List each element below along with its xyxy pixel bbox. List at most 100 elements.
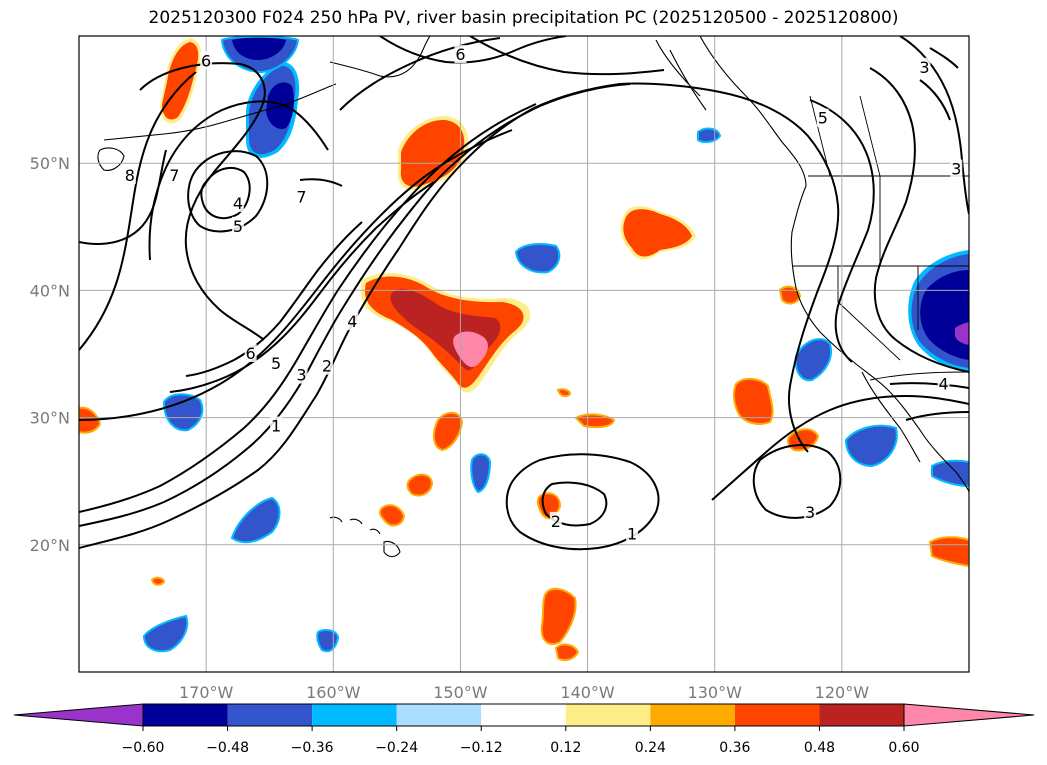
pv-contour-5 bbox=[169, 181, 435, 393]
latitude-axis: 20°N 30°N 40°N 50°N bbox=[30, 154, 70, 555]
precip-positive-small-2 bbox=[406, 473, 434, 497]
pv-contour-ne-corner bbox=[919, 47, 959, 121]
pv-label-halo bbox=[454, 45, 467, 64]
coastline-north-america bbox=[699, 36, 969, 493]
pv-contour-label: 1 bbox=[271, 417, 281, 436]
border-layer bbox=[792, 95, 969, 381]
precip-positive-small-13 bbox=[150, 576, 166, 586]
pv-contour-label: 3 bbox=[951, 160, 961, 179]
coastline-st-lawrence bbox=[97, 147, 125, 171]
plot-frame bbox=[78, 35, 970, 673]
precip-positive-small-5 bbox=[540, 587, 577, 645]
pv-label-halo bbox=[168, 165, 181, 184]
lon-tick-label: 160°W bbox=[306, 683, 361, 702]
pv-contour-west-1 bbox=[79, 71, 197, 351]
pv-contour-label: 1 bbox=[627, 525, 637, 544]
coastline-baja bbox=[861, 371, 921, 463]
pv-contour-label: 4 bbox=[938, 375, 948, 394]
pv-contour-label: 7 bbox=[296, 188, 306, 207]
pv-contour-east-south-2 bbox=[905, 411, 969, 421]
precip-positive-small-9 bbox=[778, 285, 802, 305]
colorbar-extend-high bbox=[903, 703, 1035, 727]
lat-tick-label: 20°N bbox=[30, 536, 70, 555]
pv-label-halo bbox=[244, 344, 257, 362]
colorbar-tick-label: 0.36 bbox=[719, 740, 750, 756]
colorbar-segment bbox=[143, 704, 228, 726]
precip-negative-north-dark bbox=[232, 37, 286, 60]
pv-contour-north-top bbox=[379, 36, 567, 64]
colorbar-tick-label: −0.36 bbox=[291, 740, 334, 756]
pv-contour-label: 3 bbox=[296, 366, 306, 385]
pv-contour-layer bbox=[79, 36, 969, 551]
precip-positive-ne-red bbox=[623, 209, 692, 257]
colorbar-frame bbox=[142, 703, 905, 727]
pv-label-halo bbox=[918, 57, 931, 76]
precip-positive-central-pink bbox=[453, 331, 488, 368]
pv-contour-label: 8 bbox=[125, 166, 135, 185]
pv-contour-3-loop bbox=[752, 444, 842, 519]
precip-negative-small-3 bbox=[230, 496, 281, 544]
precip-positive-north-red bbox=[400, 119, 465, 187]
pv-contour-label: 6 bbox=[201, 51, 211, 70]
pv-contour-label: 5 bbox=[818, 109, 828, 128]
pv-label-halo bbox=[123, 165, 136, 184]
pv-contour-label: 6 bbox=[455, 45, 465, 64]
pv-contour-alaska bbox=[469, 36, 665, 76]
pv-contour-label: 6 bbox=[246, 344, 256, 363]
pv-label-halo bbox=[270, 354, 283, 373]
lat-tick-label: 40°N bbox=[30, 281, 70, 300]
coastline-hawaii bbox=[329, 516, 401, 558]
pv-label-halo bbox=[549, 511, 562, 530]
precip-positive-small-14 bbox=[556, 388, 572, 398]
pv-contour-north-arc bbox=[339, 37, 501, 111]
gridlines bbox=[79, 36, 969, 672]
pv-contour-2 bbox=[79, 83, 631, 527]
pv-contour-label: 2 bbox=[551, 512, 561, 531]
pv-contour-label: 4 bbox=[347, 312, 357, 331]
coastline-layer bbox=[97, 36, 969, 558]
colorbar-tick-label: 0.48 bbox=[804, 740, 835, 756]
plot-area bbox=[79, 36, 969, 672]
colorbar-tick-label: −0.24 bbox=[375, 740, 418, 756]
pv-contour-4 bbox=[79, 129, 513, 421]
coastline-alaska-west bbox=[329, 36, 431, 78]
pv-label-halo bbox=[816, 108, 829, 127]
pv-label-halo bbox=[231, 216, 244, 235]
pv-contour-1-loop bbox=[505, 453, 660, 551]
border-us-states-4 bbox=[837, 266, 901, 361]
pv-label-halo bbox=[626, 524, 639, 543]
precip-negative-small-10 bbox=[697, 127, 722, 144]
precip-positive-small-1 bbox=[432, 411, 464, 452]
precip-negative-east-purple bbox=[955, 322, 969, 345]
colorbar-tick-label: 0.12 bbox=[550, 740, 581, 756]
precip-negative-small-9 bbox=[931, 459, 969, 488]
lat-tick-label: 50°N bbox=[30, 154, 70, 173]
longitude-axis: 170°W 160°W 150°W 140°W 130°W 120°W bbox=[179, 683, 869, 702]
precip-negative-small-5 bbox=[142, 614, 189, 653]
precip-fill-layer bbox=[79, 36, 969, 661]
coastline-aleutians bbox=[103, 83, 337, 141]
pv-contour-east-arc-1 bbox=[809, 99, 875, 363]
pv-label-halo bbox=[320, 356, 333, 375]
colorbar-extend-low bbox=[13, 703, 144, 727]
precip-positive-small-7 bbox=[732, 378, 774, 425]
pv-contour-label: 7 bbox=[169, 166, 179, 185]
pv-contour-6 bbox=[185, 221, 363, 377]
pv-label-halo bbox=[295, 187, 308, 206]
pv-label-halo bbox=[200, 51, 213, 70]
lon-tick-label: 150°W bbox=[433, 683, 488, 702]
pv-contour-label: 5 bbox=[233, 217, 243, 236]
pv-contour-north-loop bbox=[139, 62, 266, 341]
precip-positive-small-3 bbox=[378, 504, 406, 527]
colorbar: −0.60 −0.48 −0.36 −0.24 −0.12 0.12 0.24 0.36 0.4… bbox=[13, 703, 1035, 756]
pv-contour-label: 3 bbox=[805, 503, 815, 522]
pv-contour-label: 5 bbox=[271, 354, 281, 373]
colorbar-tick-label: 0.60 bbox=[888, 740, 919, 756]
pv-label-halo bbox=[346, 312, 359, 331]
lon-tick-label: 170°W bbox=[179, 683, 234, 702]
colorbar-segment bbox=[481, 704, 566, 726]
pv-contour-2-loop bbox=[541, 481, 608, 527]
colorbar-tick-label: 0.24 bbox=[635, 740, 666, 756]
